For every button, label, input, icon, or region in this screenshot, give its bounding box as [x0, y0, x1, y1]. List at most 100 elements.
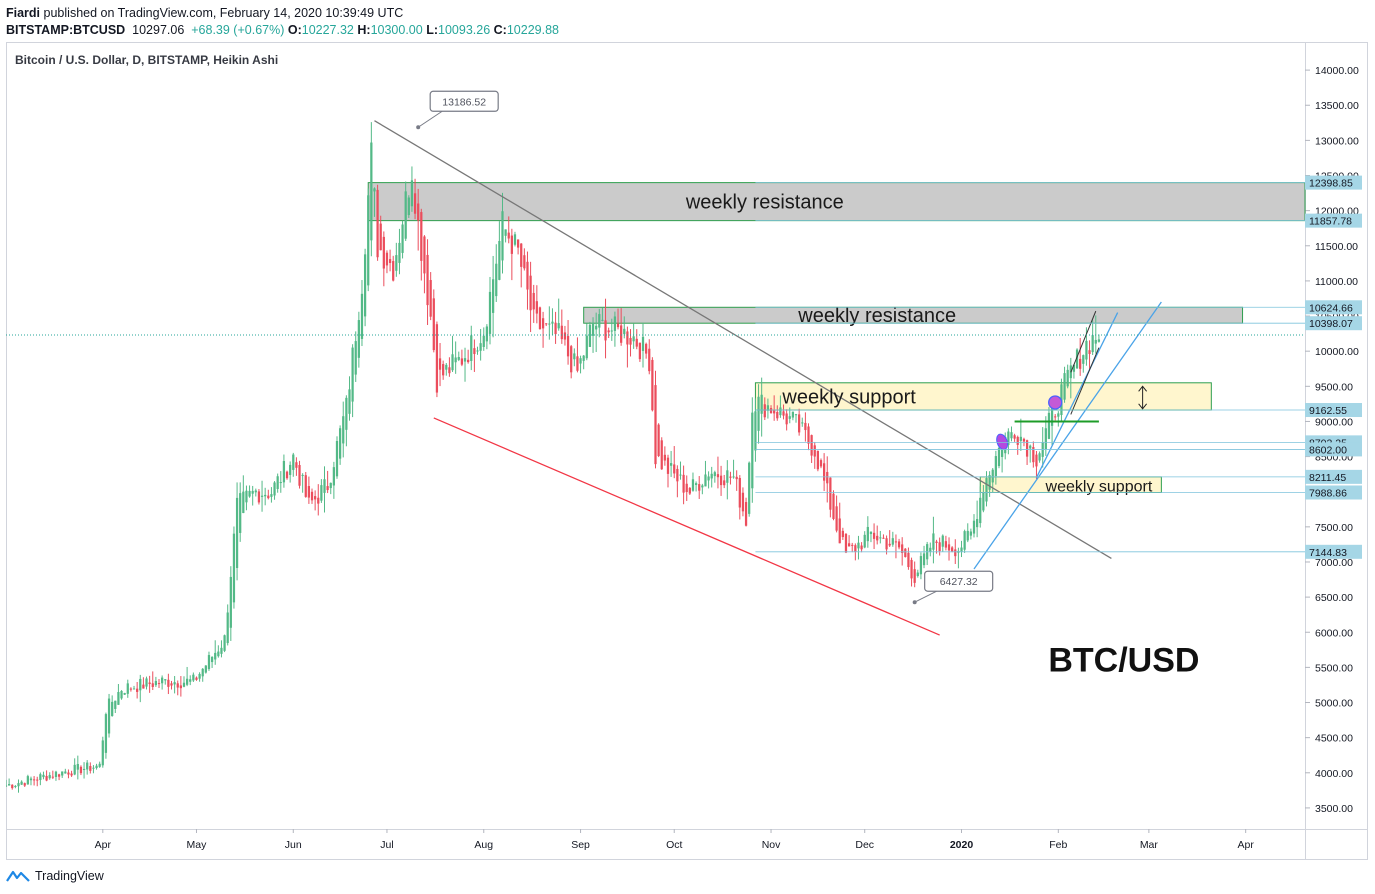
candle-body	[632, 336, 635, 342]
candle-body	[398, 242, 401, 263]
candle-body	[492, 279, 495, 313]
candle-body	[242, 491, 245, 514]
candle-body	[20, 781, 23, 785]
candle-body	[719, 475, 723, 486]
candle-body	[897, 541, 901, 548]
x-tick-label: Feb	[1049, 839, 1067, 851]
candle-body	[938, 542, 941, 552]
candle-body	[357, 320, 360, 358]
candle-body	[179, 685, 182, 689]
close-value: 10229.88	[506, 23, 559, 37]
candle-body	[457, 356, 460, 360]
candle-body	[32, 779, 36, 781]
channel-line-lower	[1070, 347, 1100, 415]
footer-brand[interactable]: TradingView	[35, 869, 104, 883]
low-callout-pointer	[914, 590, 937, 603]
candle-body	[976, 519, 979, 528]
candle-body	[694, 483, 698, 486]
candle-body	[404, 191, 407, 239]
candle-body	[854, 545, 857, 552]
candle-body	[48, 775, 51, 779]
candle-body	[370, 142, 373, 241]
candle-body	[963, 531, 966, 550]
price-chart[interactable]: 14000.0013500.0013000.0012500.0012000.00…	[6, 42, 1368, 860]
publish-info: published on TradingView.com, February 1…	[43, 6, 404, 20]
candle-body	[173, 682, 176, 685]
symbol-watermark: BTC/USD	[1048, 642, 1199, 680]
candle-body	[591, 323, 595, 336]
candle-body	[723, 480, 726, 486]
candle-body	[951, 547, 954, 552]
candle-body	[857, 542, 860, 549]
candle-body	[598, 314, 601, 328]
candle-body	[267, 495, 270, 499]
price-tag-label: 11857.78	[1309, 216, 1352, 228]
candle-body	[29, 778, 33, 781]
candle-body	[226, 612, 229, 644]
candle-body	[429, 280, 432, 317]
candle-body	[70, 773, 73, 776]
candle-body	[79, 766, 83, 774]
x-tick-label: 2020	[950, 839, 974, 851]
candle-body	[279, 482, 282, 484]
candle-body	[164, 679, 167, 681]
candle-body	[351, 347, 354, 402]
candle-body	[904, 548, 907, 557]
candle-body	[538, 307, 542, 330]
candle-body	[1066, 369, 1069, 387]
price-tag-label: 10624.66	[1309, 302, 1353, 314]
candle-body	[148, 682, 151, 685]
footer: TradingView	[6, 866, 104, 886]
candle-body	[304, 475, 307, 497]
candle-body	[1057, 413, 1060, 417]
high-callout-box	[429, 90, 499, 112]
candle-body	[117, 692, 120, 705]
candle-body	[1082, 355, 1085, 364]
x-tick-label: Jul	[380, 839, 393, 851]
candle-body	[182, 682, 186, 687]
author-name[interactable]: Fiardi	[6, 6, 41, 20]
tradingview-logo-icon[interactable]	[6, 869, 30, 883]
candle-body	[901, 544, 904, 554]
candle-body	[1079, 358, 1082, 369]
candle-body	[626, 331, 629, 345]
candle-body	[563, 332, 567, 340]
candle-body	[623, 328, 626, 335]
candle-body	[1038, 453, 1041, 461]
y-tick-label: 13500.00	[1315, 100, 1359, 112]
price-tag-label: 12398.85	[1309, 178, 1353, 190]
candle-body	[523, 255, 526, 269]
candle-body	[320, 485, 323, 501]
candle-body	[707, 476, 710, 481]
resistance-zone-label: weekly resistance	[685, 192, 844, 214]
candle-body	[438, 358, 442, 370]
candle-body	[401, 224, 404, 253]
candle-body	[1016, 436, 1019, 445]
candle-body	[301, 474, 304, 476]
y-tick-label: 4500.00	[1315, 733, 1353, 745]
candle-body	[473, 348, 476, 355]
candle-body	[629, 337, 632, 345]
candle-body	[822, 463, 826, 481]
candle-body	[620, 325, 623, 343]
candle-body	[64, 771, 67, 774]
candle-body	[198, 673, 201, 679]
y-tick-label: 10000.00	[1315, 346, 1359, 358]
candle-body	[510, 235, 513, 254]
candle-body	[1032, 447, 1035, 463]
candle-body	[82, 768, 86, 770]
candle-body	[516, 239, 520, 248]
candle-body	[382, 236, 385, 269]
candle-body	[161, 677, 164, 684]
chart-area[interactable]: 14000.0013500.0013000.0012500.0012000.00…	[6, 42, 1368, 860]
candle-body	[448, 367, 451, 374]
candle-body	[713, 472, 716, 477]
candle-body	[338, 428, 342, 459]
candle-body	[844, 533, 848, 553]
candle-body	[223, 635, 226, 651]
candle-body	[863, 534, 866, 548]
candle-body	[641, 336, 645, 351]
candle-body	[685, 483, 688, 493]
symbol-label[interactable]: BITSTAMP:BTCUSD	[6, 23, 126, 37]
candle-body	[944, 541, 948, 548]
